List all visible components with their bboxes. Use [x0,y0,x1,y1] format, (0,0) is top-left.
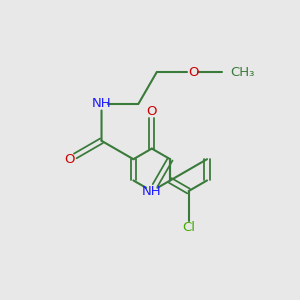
Text: O: O [64,153,75,166]
Text: Cl: Cl [182,221,195,234]
Text: O: O [188,66,199,79]
Text: NH: NH [92,98,111,110]
Text: CH₃: CH₃ [230,66,255,79]
Text: O: O [147,105,157,118]
Text: NH: NH [142,184,162,198]
